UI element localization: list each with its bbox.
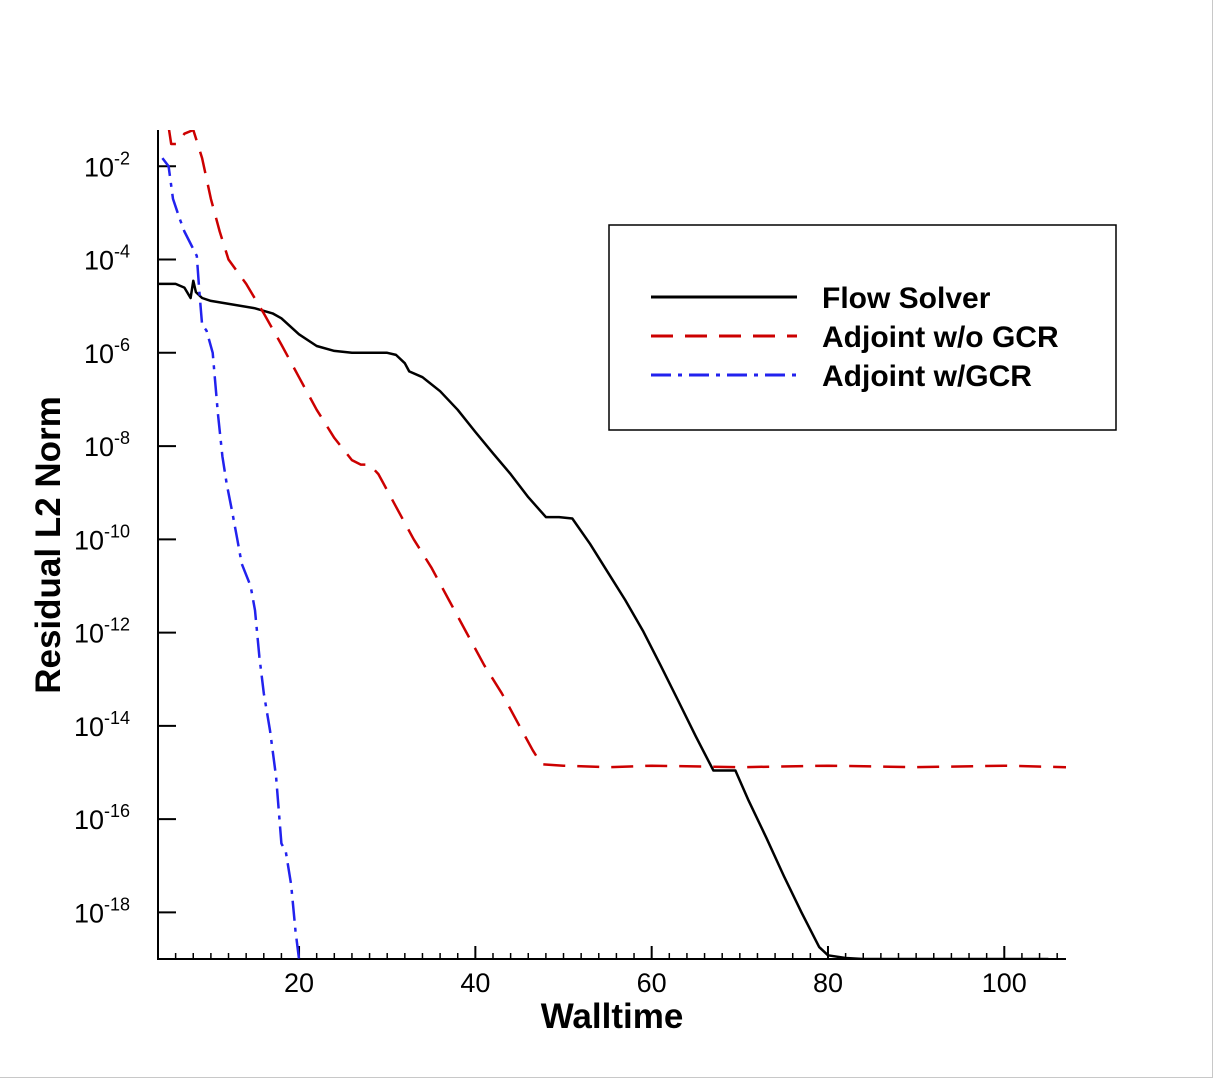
- y-tick-exponent: -6: [114, 335, 130, 355]
- y-tick-base: 10: [74, 712, 104, 742]
- x-ticks: 20 40 60 80 100: [284, 946, 1027, 998]
- y-tick-exponent: -14: [104, 708, 130, 728]
- y-tick-label: 10-2: [84, 148, 130, 182]
- y-tick-label: 10-16: [74, 801, 130, 835]
- legend: Flow Solver Adjoint w/o GCR Adjoint w/GCR: [608, 224, 1117, 431]
- legend-label-2: Adjoint w/o GCR: [822, 321, 1059, 354]
- y-tick-base: 10: [84, 339, 114, 369]
- y-tick-label: 10-18: [74, 894, 130, 928]
- x-axis-title: Walltime: [541, 997, 684, 1036]
- x-tick-label: 80: [813, 968, 843, 998]
- x-tick-label: 100: [982, 968, 1027, 998]
- y-tick-label: 10-8: [84, 428, 130, 462]
- y-axis-title: Residual L2 Norm: [29, 396, 68, 694]
- y-tick-exponent: -12: [104, 615, 130, 635]
- legend-label-1: Flow Solver: [822, 282, 991, 315]
- x-tick-label: 40: [460, 968, 490, 998]
- y-tick-exponent: -16: [104, 801, 130, 821]
- y-tick-base: 10: [74, 805, 104, 835]
- legend-label-3: Adjoint w/GCR: [822, 360, 1032, 393]
- y-tick-label: 10-6: [84, 335, 130, 369]
- y-tick-base: 10: [84, 246, 114, 276]
- y-tick-label: 10-14: [74, 708, 130, 742]
- y-tick-base: 10: [74, 619, 104, 649]
- y-tick-exponent: -4: [114, 242, 130, 262]
- legend-box: [608, 224, 1117, 431]
- series-line-1: [158, 279, 1049, 959]
- y-tick-label: 10-4: [84, 242, 130, 276]
- y-tick-base: 10: [84, 152, 114, 182]
- y-tick-base: 10: [74, 525, 104, 555]
- y-tick-base: 10: [74, 898, 104, 928]
- y-tick-base: 10: [84, 432, 114, 462]
- y-tick-exponent: -18: [104, 894, 130, 914]
- series-line-2: [167, 130, 1066, 769]
- y-ticks: 10-210-410-610-810-1010-1210-1410-1610-1…: [74, 148, 176, 928]
- series-line-3: [161, 157, 301, 959]
- y-tick-label: 10-12: [74, 615, 130, 649]
- y-tick-label: 10-10: [74, 521, 130, 555]
- series-layer: [158, 130, 1066, 959]
- y-tick-exponent: -10: [104, 521, 130, 541]
- x-tick-label: 60: [637, 968, 667, 998]
- x-tick-label: 20: [284, 968, 314, 998]
- y-tick-exponent: -2: [114, 148, 130, 168]
- y-tick-exponent: -8: [114, 428, 130, 448]
